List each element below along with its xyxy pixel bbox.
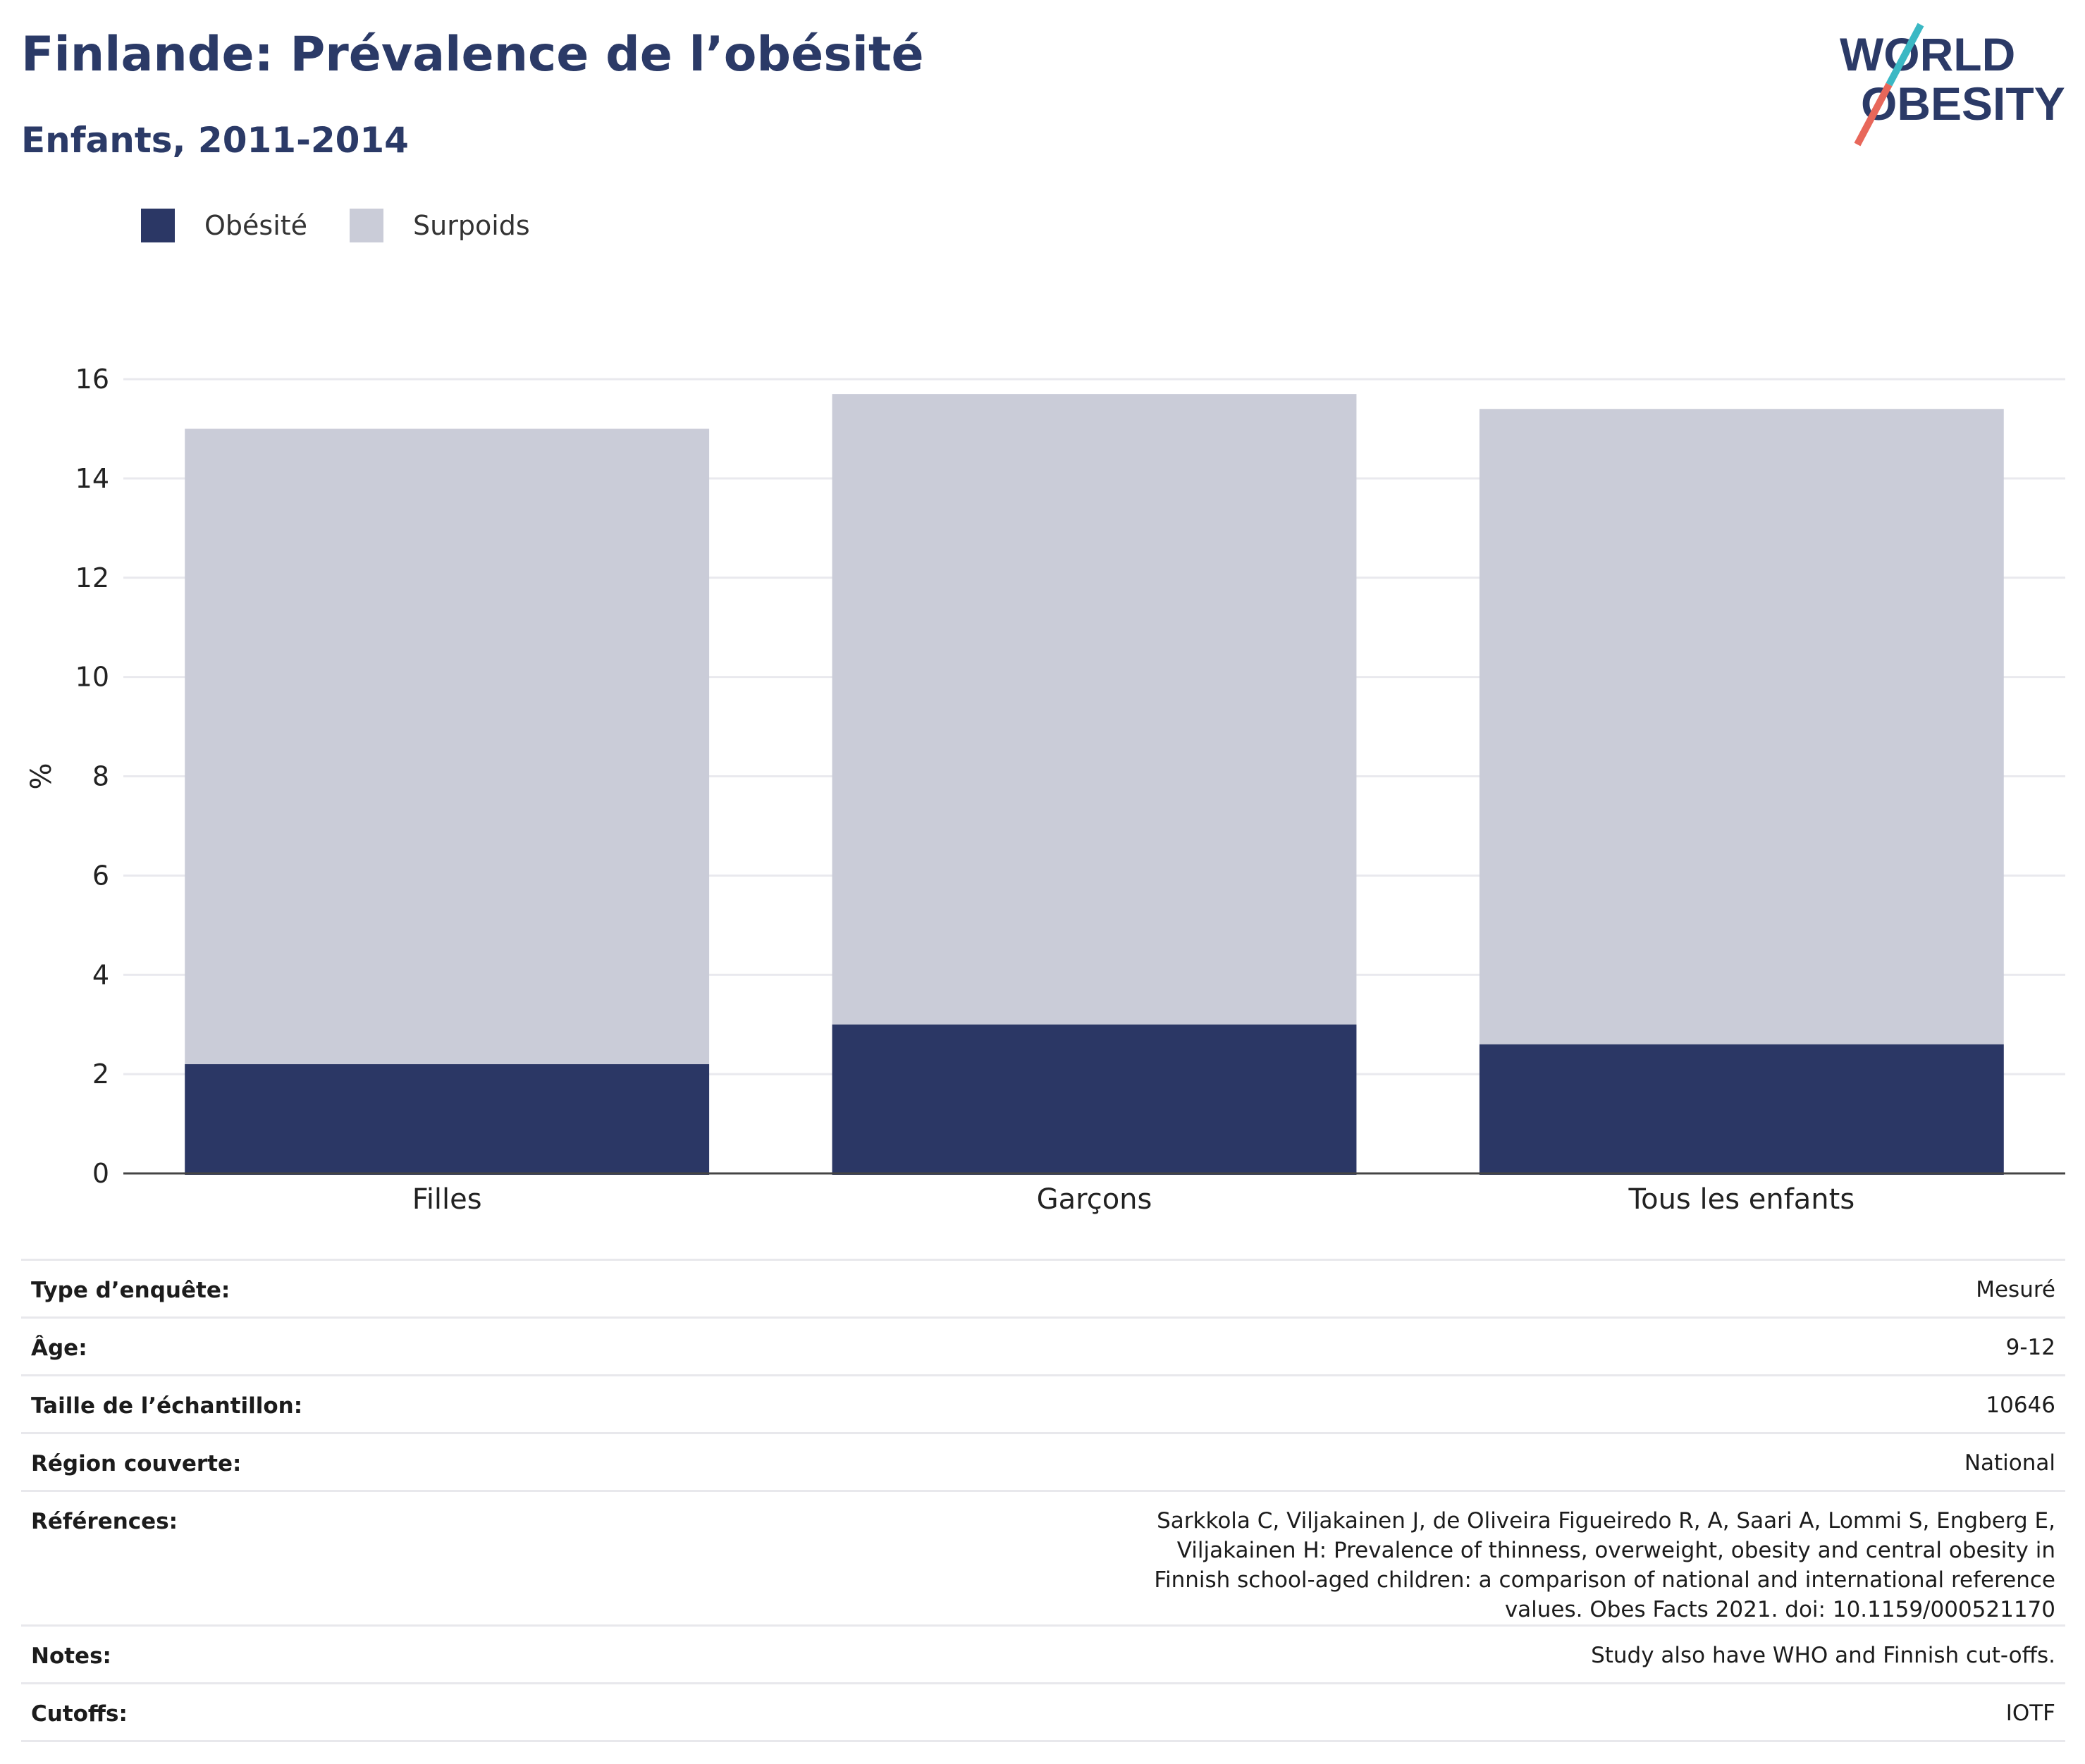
info-value: Sarkkola C, Viljakainen J, de Oliveira F… bbox=[534, 1490, 2065, 1627]
info-label: Type d’enquête: bbox=[21, 1259, 534, 1319]
chart-legend: Obésité Surpoids bbox=[141, 209, 572, 242]
y-tick-label: 14 bbox=[75, 463, 109, 494]
info-label: Cutoffs: bbox=[21, 1682, 534, 1742]
info-label: Âge: bbox=[21, 1316, 534, 1376]
y-tick-label: 16 bbox=[75, 364, 109, 395]
survey-info-table: Type d’enquête: Mesuré Âge: 9-12 Taille de l… bbox=[21, 1259, 2065, 1742]
info-row: Taille de l’échantillon: 10646 bbox=[21, 1374, 2065, 1434]
info-row: Notes: Study also have WHO and Finnish cu… bbox=[21, 1624, 2065, 1684]
legend-swatch-overweight bbox=[350, 209, 384, 242]
info-value: Mesuré bbox=[534, 1259, 2065, 1319]
logo-text-world: WORLD bbox=[1840, 28, 2015, 80]
bar-chart: 0 2 4 6 8 10 12 14 16% Filles Garçons Tous les enfa… bbox=[25, 364, 2065, 1216]
y-tick-label: 12 bbox=[75, 562, 109, 593]
info-row: Type d’enquête: Mesuré bbox=[21, 1259, 2065, 1319]
info-value: National bbox=[534, 1432, 2065, 1492]
info-label: Notes: bbox=[21, 1624, 534, 1684]
obesity-bar bbox=[185, 1064, 710, 1175]
info-row: Références: Sarkkola C, Viljakainen J, de… bbox=[21, 1490, 2065, 1627]
logo-text-obesity: OBESITY bbox=[1861, 78, 2065, 130]
legend-swatch-obesity bbox=[141, 209, 175, 242]
obesity-bar bbox=[832, 1024, 1357, 1175]
legend-label-overweight: Surpoids bbox=[413, 210, 530, 241]
chart-title: Finlande: Prévalence de l’obésité bbox=[21, 27, 924, 82]
x-tick-label: Garçons bbox=[1037, 1183, 1152, 1216]
legend-label-obesity: Obésité bbox=[204, 210, 308, 241]
y-tick-label: 2 bbox=[92, 1059, 109, 1090]
logo-slash-bottom bbox=[1854, 82, 1893, 147]
logo-slash-top bbox=[1886, 23, 1924, 87]
info-label: Région couverte: bbox=[21, 1432, 534, 1492]
info-label: Taille de l’échantillon: bbox=[21, 1374, 534, 1434]
y-tick-label: 8 bbox=[92, 761, 109, 792]
legend-item-overweight: Surpoids bbox=[350, 209, 530, 242]
obesity-bar bbox=[1479, 1044, 2004, 1175]
info-label: Références: bbox=[21, 1490, 534, 1627]
chart-subtitle: Enfants, 2011-2014 bbox=[21, 120, 409, 161]
y-tick-label: 10 bbox=[75, 662, 109, 693]
info-value: IOTF bbox=[534, 1682, 2065, 1742]
world-obesity-logo: WORLD OBESITY bbox=[1840, 23, 2065, 147]
x-tick-label: Tous les enfants bbox=[1628, 1183, 1855, 1216]
info-value: Study also have WHO and Finnish cut-offs… bbox=[534, 1624, 2065, 1684]
y-tick-label: 4 bbox=[92, 959, 109, 990]
info-value: 10646 bbox=[534, 1374, 2065, 1434]
y-axis-title: % bbox=[25, 763, 58, 789]
info-row: Région couverte: National bbox=[21, 1432, 2065, 1492]
info-row: Cutoffs: IOTF bbox=[21, 1682, 2065, 1742]
overweight-bar bbox=[185, 428, 710, 1175]
info-row: Âge: 9-12 bbox=[21, 1316, 2065, 1376]
y-tick-label: 6 bbox=[92, 860, 109, 891]
x-tick-label: Filles bbox=[412, 1183, 482, 1216]
legend-item-obesity: Obésité bbox=[141, 209, 307, 242]
y-tick-label: 0 bbox=[92, 1158, 109, 1189]
info-value: 9-12 bbox=[534, 1316, 2065, 1376]
